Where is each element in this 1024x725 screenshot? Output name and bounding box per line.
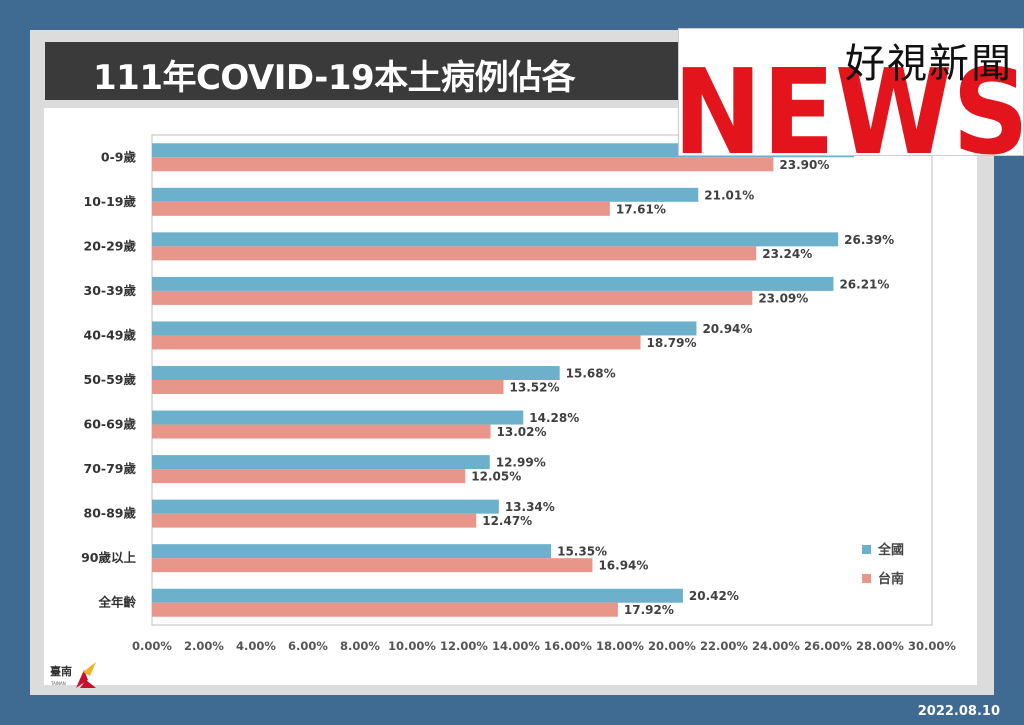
x-tick-label: 12.00%: [440, 639, 488, 653]
bar-national: [152, 455, 490, 470]
x-tick-label: 20.00%: [648, 639, 696, 653]
news-brand-text: NEWS: [679, 43, 1024, 156]
data-label-tainan: 17.92%: [624, 603, 674, 617]
bar-national: [152, 276, 834, 291]
category-label: 10-19歲: [84, 194, 137, 209]
data-label-national: 21.01%: [704, 188, 754, 202]
legend-label-tainan: 台南: [878, 571, 904, 587]
bar-tainan: [152, 469, 466, 484]
data-label-tainan: 23.24%: [762, 247, 812, 261]
bar-tainan: [152, 157, 774, 172]
category-label: 40-49歲: [84, 327, 137, 342]
x-tick-label: 8.00%: [340, 639, 380, 653]
x-tick-label: 14.00%: [492, 639, 540, 653]
x-tick-label: 26.00%: [804, 639, 852, 653]
legend-swatch-tainan: [862, 574, 871, 583]
news-watermark: NEWS 好視新聞: [678, 28, 1024, 156]
bar-tainan: [152, 424, 491, 439]
legend-label-national: 全國: [877, 542, 904, 558]
data-label-national: 20.42%: [689, 589, 739, 603]
data-label-tainan: 16.94%: [598, 559, 648, 573]
category-label: 20-29歲: [84, 238, 137, 253]
bar-tainan: [152, 558, 593, 573]
x-tick-label: 6.00%: [288, 639, 328, 653]
category-label: 全年齡: [97, 595, 136, 610]
bar-tainan: [152, 290, 753, 305]
data-label-tainan: 12.05%: [471, 470, 521, 484]
date-stamp: 2022.08.10: [917, 704, 1000, 719]
data-label-tainan: 12.47%: [482, 514, 532, 528]
data-label-tainan: 23.09%: [758, 291, 808, 305]
data-label-national: 14.28%: [529, 411, 579, 425]
data-label-tainan: 17.61%: [616, 202, 666, 216]
x-tick-label: 10.00%: [388, 639, 436, 653]
x-tick-label: 30.00%: [908, 639, 956, 653]
data-label-national: 15.35%: [557, 545, 607, 559]
x-tick-label: 28.00%: [856, 639, 904, 653]
data-label-national: 15.68%: [566, 367, 616, 381]
category-label: 0-9歲: [101, 149, 137, 164]
x-tick-label: 18.00%: [596, 639, 644, 653]
bar-national: [152, 366, 560, 380]
legend-swatch-national: [862, 545, 871, 554]
data-label-tainan: 23.90%: [779, 158, 829, 172]
bar-national: [152, 499, 499, 514]
category-label: 80-89歲: [84, 506, 137, 521]
chart-title: 111年COVID-19本土病例佔各: [93, 58, 576, 98]
data-label-tainan: 13.52%: [510, 381, 560, 395]
x-tick-label: 22.00%: [700, 639, 748, 653]
bar-tainan: [152, 380, 504, 394]
category-label: 70-79歲: [84, 461, 137, 476]
bar-national: [152, 232, 839, 247]
data-label-tainan: 18.79%: [647, 336, 697, 350]
category-label: 60-69歲: [84, 417, 137, 432]
data-label-national: 26.39%: [844, 233, 894, 247]
x-tick-label: 2.00%: [184, 639, 224, 653]
bar-national: [152, 588, 683, 603]
category-label: 50-59歲: [84, 372, 137, 387]
news-channel-name: 好視新聞: [845, 41, 1013, 87]
bar-national: [152, 544, 552, 559]
tainan-logo-text: 臺南: [50, 664, 72, 678]
bar-tainan: [152, 602, 618, 617]
data-label-national: 20.94%: [702, 322, 752, 336]
data-label-national: 12.99%: [496, 456, 546, 470]
bar-tainan: [152, 335, 641, 350]
bar-national: [152, 410, 524, 425]
tainan-logo: 臺南 TAINAN: [50, 658, 98, 696]
bar-tainan: [152, 246, 757, 261]
bar-national: [152, 187, 699, 202]
data-label-national: 26.21%: [839, 277, 889, 291]
x-tick-label: 16.00%: [544, 639, 592, 653]
category-label: 90歲以上: [81, 550, 136, 565]
bar-chart: 0-9歲 23.90% 10-19歲 21.01% 17.61% 20-29歲 26.39%…: [81, 134, 956, 653]
x-tick-label: 24.00%: [752, 639, 800, 653]
tainan-logo-subtext: TAINAN: [50, 681, 66, 686]
data-label-national: 13.34%: [505, 500, 555, 514]
category-label: 30-39歲: [84, 283, 137, 298]
bar-tainan: [152, 513, 477, 528]
x-tick-label: 4.00%: [236, 639, 276, 653]
bar-tainan: [152, 201, 610, 216]
x-tick-label: 0.00%: [132, 639, 172, 653]
chart-panel: 0-9歲 23.90% 10-19歲 21.01% 17.61% 20-29歲 26.39%…: [44, 108, 977, 685]
tainan-emblem-icon: [76, 670, 88, 688]
data-label-tainan: 13.02%: [497, 425, 547, 439]
title-bar: 111年COVID-19本土病例佔各: [45, 42, 745, 100]
bar-national: [152, 321, 697, 336]
